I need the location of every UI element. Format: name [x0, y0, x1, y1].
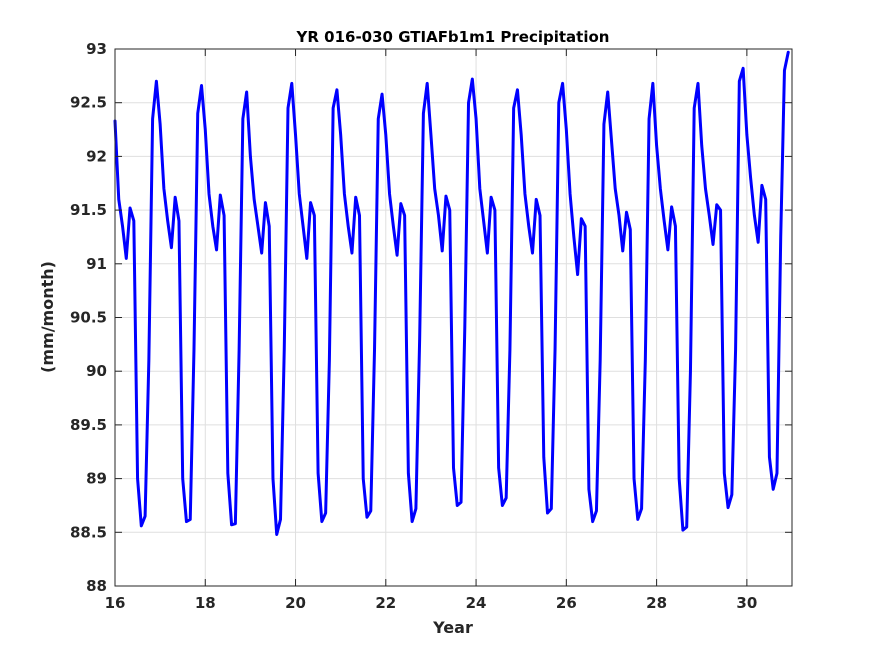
y-tick-label: 93: [86, 40, 107, 58]
y-tick-label: 91: [86, 255, 107, 273]
y-tick-labels: 88 88.5 89 89.5 90 90.5 91 91.5 92 92.5 93: [70, 40, 107, 595]
x-tick-label: 24: [466, 594, 487, 612]
y-axis-label: (mm/month): [38, 261, 57, 373]
y-tick-label: 90.5: [70, 309, 107, 327]
plot-series: [113, 50, 790, 536]
y-tick-label: 89: [86, 470, 107, 488]
x-axis-label: Year: [432, 618, 473, 637]
x-tick-label: 22: [375, 594, 396, 612]
y-tick-label: 88: [86, 577, 107, 595]
x-tick-labels: 16 18 20 22 24 26 28 30: [105, 594, 758, 612]
y-tick-label: 89.5: [70, 416, 107, 434]
y-tick-label: 92: [86, 147, 107, 165]
y-tick-label: 92.5: [70, 94, 107, 112]
y-tick-label: 90: [86, 362, 107, 380]
series-line: [113, 50, 790, 536]
x-tick-label: 16: [105, 594, 126, 612]
y-tick-label: 88.5: [70, 523, 107, 541]
x-tick-label: 26: [556, 594, 577, 612]
x-tick-label: 28: [646, 594, 667, 612]
chart-title: YR 016-030 GTIAFb1m1 Precipitation: [296, 28, 610, 46]
tick-marks: [114, 48, 792, 587]
x-tick-label: 20: [285, 594, 306, 612]
x-tick-label: 18: [195, 594, 216, 612]
x-tick-label: 30: [736, 594, 757, 612]
y-tick-label: 91.5: [70, 201, 107, 219]
